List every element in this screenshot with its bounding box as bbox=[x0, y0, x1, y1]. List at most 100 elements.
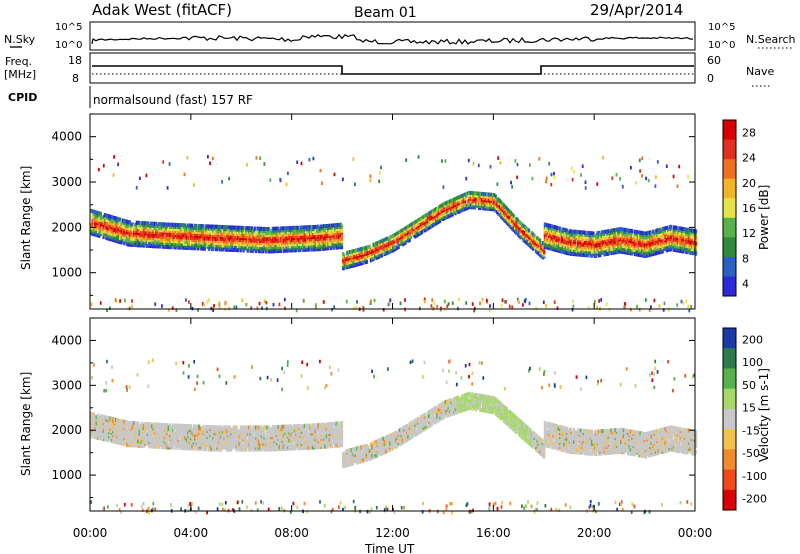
heatmap-cell bbox=[441, 208, 445, 213]
heatmap-cell bbox=[600, 242, 603, 247]
heatmap-cell bbox=[241, 234, 244, 239]
heatmap-cell bbox=[298, 248, 301, 253]
heatmap-cell bbox=[610, 234, 613, 239]
heatmap-cell bbox=[615, 242, 618, 246]
heatmap-cell bbox=[101, 216, 104, 221]
heatmap-cell bbox=[371, 255, 374, 260]
heatmap-cell bbox=[160, 238, 163, 243]
heatmap-cell bbox=[606, 251, 609, 256]
heatmap-cell bbox=[628, 245, 631, 249]
heatmap-cell bbox=[525, 226, 528, 231]
heatmap-cell bbox=[108, 236, 111, 241]
heatmap-cell bbox=[181, 239, 184, 244]
heatmap-cell bbox=[149, 242, 152, 246]
heatmap-cell bbox=[298, 237, 301, 242]
heatmap-cell bbox=[235, 240, 238, 244]
heatmap-cell bbox=[232, 248, 235, 252]
heatmap-cell bbox=[408, 238, 411, 242]
heatmap-cell bbox=[403, 241, 406, 246]
heatmap-cell bbox=[124, 231, 127, 236]
heatmap-cell bbox=[620, 247, 623, 252]
heatmap-cell bbox=[293, 227, 296, 232]
heatmap-cell bbox=[346, 265, 349, 270]
heatmap-cell bbox=[253, 240, 256, 245]
heatmap-cell bbox=[271, 226, 274, 231]
heatmap-cell bbox=[200, 224, 204, 229]
heatmap-cell bbox=[635, 242, 638, 247]
heatmap-cell bbox=[235, 235, 238, 240]
heatmap-cell bbox=[307, 225, 310, 230]
heatmap-cell bbox=[259, 249, 262, 254]
heatmap-cell bbox=[296, 233, 299, 238]
heatmap-cell bbox=[186, 155, 189, 160]
heatmap-cell bbox=[570, 251, 573, 256]
heatmap-cell bbox=[237, 248, 240, 253]
heatmap-cell bbox=[191, 244, 194, 249]
heatmap-cell bbox=[568, 245, 571, 250]
heatmap-cell bbox=[300, 225, 303, 230]
heatmap-cell bbox=[149, 237, 152, 242]
heatmap-cell bbox=[560, 231, 563, 236]
heatmap-cell bbox=[336, 245, 339, 250]
heatmap-cell bbox=[397, 245, 400, 249]
heatmap-cell bbox=[657, 230, 660, 235]
heatmap-cell bbox=[110, 215, 113, 220]
heatmap-cell bbox=[678, 238, 681, 243]
heatmap-cell bbox=[660, 229, 663, 234]
heatmap-cell bbox=[629, 241, 632, 246]
heatmap-cell bbox=[422, 215, 425, 219]
heatmap-cell bbox=[480, 191, 483, 196]
heatmap-cell bbox=[95, 224, 98, 229]
heatmap-cell bbox=[626, 230, 630, 235]
heatmap-cell bbox=[440, 215, 443, 220]
heatmap-cell bbox=[581, 236, 584, 241]
heatmap-cell bbox=[676, 230, 679, 235]
heatmap-cell bbox=[303, 225, 306, 230]
heatmap-cell bbox=[210, 230, 213, 235]
heatmap-cell bbox=[571, 245, 574, 250]
heatmap-cell bbox=[540, 250, 543, 255]
heatmap-cell bbox=[189, 227, 192, 232]
heatmap-cell bbox=[676, 303, 679, 307]
heatmap-cell bbox=[271, 228, 274, 233]
heatmap-cell bbox=[665, 240, 668, 245]
heatmap-cell bbox=[572, 244, 576, 248]
noise-tick-high: 10^5 bbox=[55, 22, 82, 33]
heatmap-cell bbox=[151, 244, 154, 249]
heatmap-cell bbox=[545, 237, 548, 242]
heatmap-cell bbox=[141, 221, 144, 226]
heatmap-cell bbox=[205, 238, 208, 243]
heatmap-cell bbox=[554, 248, 557, 252]
heatmap-cell bbox=[577, 252, 580, 257]
heatmap-cell bbox=[589, 245, 592, 250]
heatmap-cell bbox=[593, 233, 596, 238]
heatmap-cell bbox=[238, 234, 241, 238]
heatmap-cell bbox=[300, 161, 303, 166]
heatmap-cell bbox=[360, 247, 363, 252]
heatmap-cell bbox=[234, 225, 237, 230]
heatmap-cell bbox=[288, 230, 291, 235]
heatmap-cell bbox=[453, 207, 456, 212]
heatmap-cell bbox=[336, 223, 339, 227]
heatmap-cell bbox=[184, 239, 187, 244]
heatmap-cell bbox=[131, 234, 134, 239]
heatmap-cell bbox=[209, 161, 211, 165]
heatmap-cell bbox=[669, 243, 673, 248]
cpid-text: normalsound (fast) 157 RF bbox=[93, 93, 253, 107]
heatmap-cell bbox=[214, 241, 217, 246]
heatmap-cell bbox=[164, 222, 168, 227]
heatmap-cell bbox=[479, 301, 481, 306]
heatmap-cell bbox=[611, 244, 614, 249]
heatmap-cell bbox=[475, 199, 478, 204]
heatmap-cell bbox=[664, 242, 667, 247]
heatmap-cell bbox=[184, 233, 187, 238]
heatmap-cell bbox=[261, 247, 265, 252]
heatmap-cell bbox=[329, 235, 333, 240]
heatmap-cell bbox=[451, 301, 454, 305]
heatmap-cell bbox=[585, 234, 588, 239]
heatmap-cell bbox=[484, 196, 488, 201]
heatmap-cell bbox=[119, 234, 122, 238]
heatmap-cell bbox=[361, 252, 364, 257]
heatmap-cell bbox=[639, 230, 642, 235]
heatmap-cell bbox=[516, 218, 519, 223]
